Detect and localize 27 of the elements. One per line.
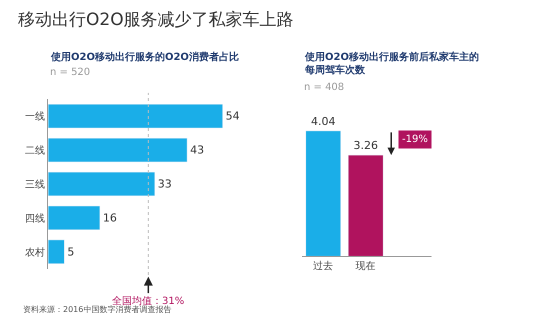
chart-title: 使用O2O移动出行服务前后私家车主的每周驾车次数 — [304, 51, 479, 76]
data-label: 4.04 — [310, 114, 336, 128]
chart-title: 移动出行O2O服务减少了私家车上路 — [18, 10, 294, 30]
data-label: 33 — [158, 177, 172, 190]
text: -19% — [402, 134, 428, 145]
data-label: 43 — [190, 144, 204, 157]
y-tick-label: 四线 — [25, 212, 46, 224]
text: 资料来源：2016中国数字消费者调查报告 — [23, 305, 172, 314]
text: n = 408 — [304, 82, 344, 93]
data-label: 54 — [226, 110, 240, 123]
bar — [48, 240, 65, 264]
data-label: 3.26 — [353, 139, 378, 152]
x-tick-label: 过去 — [313, 260, 334, 272]
y-tick-label: 农村 — [25, 246, 46, 258]
data-label: 16 — [102, 211, 117, 224]
chart-subtitle: 使用O2O移动出行服务的O2O消费者占比 — [50, 51, 239, 63]
y-tick-label: 二线 — [25, 144, 46, 157]
data-label: 5 — [67, 245, 74, 258]
bar — [48, 206, 100, 230]
x-tick-label: 现在 — [356, 260, 376, 272]
bar — [48, 172, 156, 196]
bar — [48, 104, 223, 128]
bar — [48, 138, 188, 162]
y-tick-label: 三线 — [25, 178, 46, 190]
y-tick-label: 一线 — [25, 110, 46, 123]
ref-line-label: 全国均值：31% — [112, 295, 184, 307]
text: n = 520 — [50, 67, 90, 78]
